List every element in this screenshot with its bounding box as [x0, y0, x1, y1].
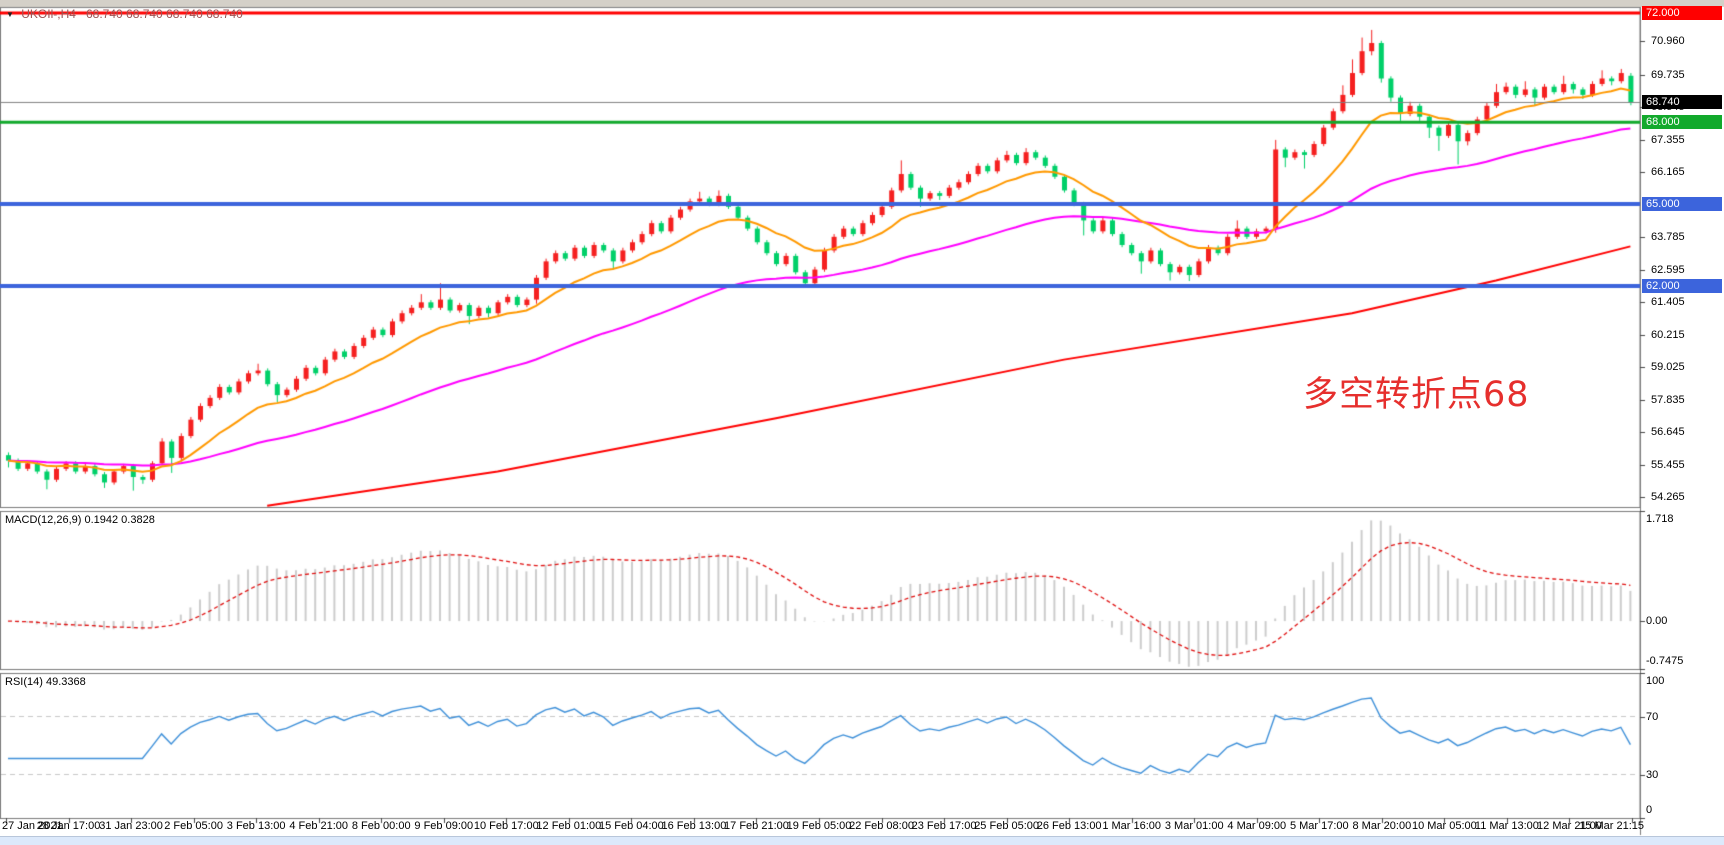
time-axis-label: 28 Jan 17:00: [36, 820, 101, 832]
indicator-tick-label: -0.7475: [1646, 655, 1684, 667]
price-tick-label: 57.835: [1651, 393, 1685, 406]
time-axis-label: 4 Mar 09:00: [1227, 820, 1287, 832]
price-level-badge: 62.000: [1642, 278, 1722, 293]
macd-indicator-label: MACD(12,26,9) 0.1942 0.3828: [5, 514, 155, 526]
price-tick-label: 55.455: [1651, 458, 1685, 471]
price-tick-label: 56.645: [1651, 426, 1685, 439]
time-axis-label: 3 Mar 01:00: [1164, 820, 1224, 832]
time-axis-label: 8 Mar 20:00: [1352, 820, 1412, 832]
time-axis-label: 22 Feb 08:00: [849, 820, 914, 832]
indicator-tick-label: 100: [1646, 675, 1665, 687]
time-axis-label: 12 Feb 01:00: [536, 820, 602, 832]
symbol-dropdown-icon[interactable]: ▼: [6, 10, 14, 19]
time-axis-label: 12 Mar 21:00: [1537, 820, 1602, 832]
indicator-tick-label: 30: [1646, 768, 1659, 781]
time-axis-label: 3 Feb 13:00: [226, 820, 286, 832]
price-tick-label: 63.785: [1651, 231, 1685, 244]
time-axis-label: 9 Feb 09:00: [414, 820, 474, 832]
time-axis-label: 11 Mar 13:00: [1474, 820, 1539, 832]
indicator-tick-label: 0.00: [1646, 615, 1668, 628]
time-axis-label: 2 Feb 05:00: [164, 820, 223, 832]
time-axis-label: 10 Mar 05:00: [1411, 820, 1477, 832]
indicator-tick-label: 1.718: [1646, 513, 1674, 525]
price-tick-label: 70.960: [1651, 35, 1685, 48]
ohlc-values: 68.740 68.740 68.740 68.740: [85, 7, 243, 21]
chart-annotation-text: 多空转折点68: [1303, 375, 1530, 415]
price-level-badge: 68.000: [1642, 115, 1722, 130]
price-tick-label: 54.265: [1651, 491, 1685, 504]
price-level-badge: 72.000: [1642, 6, 1722, 20]
time-axis-label: 23 Feb 17:00: [911, 820, 977, 832]
price-tick-label: 62.595: [1651, 263, 1685, 276]
time-axis-label: 5 Mar 17:00: [1289, 820, 1349, 832]
price-tick-label: 67.355: [1651, 133, 1685, 146]
price-tick-label: 59.025: [1651, 361, 1685, 374]
time-axis-label: 19 Feb 05:00: [786, 820, 852, 832]
symbol-period-label: UKOIl-,H4: [21, 7, 76, 21]
time-axis-label: 16 Feb 13:00: [661, 820, 727, 832]
price-tick-label: 66.165: [1651, 166, 1685, 179]
time-axis-label: 15 Mar 21:15: [1579, 820, 1644, 832]
chart-header: ▼ UKOIl-,H4 68.740 68.740 68.740 68.740: [6, 7, 243, 21]
time-axis-label: 15 Feb 04:00: [598, 820, 664, 832]
price-tick-label: 61.405: [1651, 296, 1685, 309]
time-axis-label: 10 Feb 17:00: [473, 820, 539, 832]
time-axis-label: 1 Mar 16:00: [1102, 820, 1162, 832]
indicator-tick-label: 0: [1646, 804, 1653, 816]
time-axis-label: 31 Jan 23:00: [99, 820, 163, 832]
window-bottom-strip: [0, 836, 1724, 845]
price-tick-label: 69.735: [1651, 68, 1685, 81]
time-axis-label: 27 Jan 2021: [2, 820, 63, 832]
indicator-tick-label: 70: [1646, 710, 1659, 723]
time-axis-label: 26 Feb 13:00: [1036, 820, 1102, 832]
price-level-badge: 68.740: [1642, 94, 1722, 109]
time-axis-label: 4 Feb 21:00: [289, 820, 349, 832]
price-tick-label: 60.215: [1651, 328, 1685, 341]
rsi-indicator-label: RSI(14) 49.3368: [5, 676, 86, 688]
time-axis-label: 8 Feb 00:00: [351, 820, 411, 832]
time-axis-label: 25 Feb 05:00: [974, 820, 1040, 832]
time-axis-label: 17 Feb 21:00: [724, 820, 789, 832]
price-level-badge: 65.000: [1642, 197, 1722, 212]
